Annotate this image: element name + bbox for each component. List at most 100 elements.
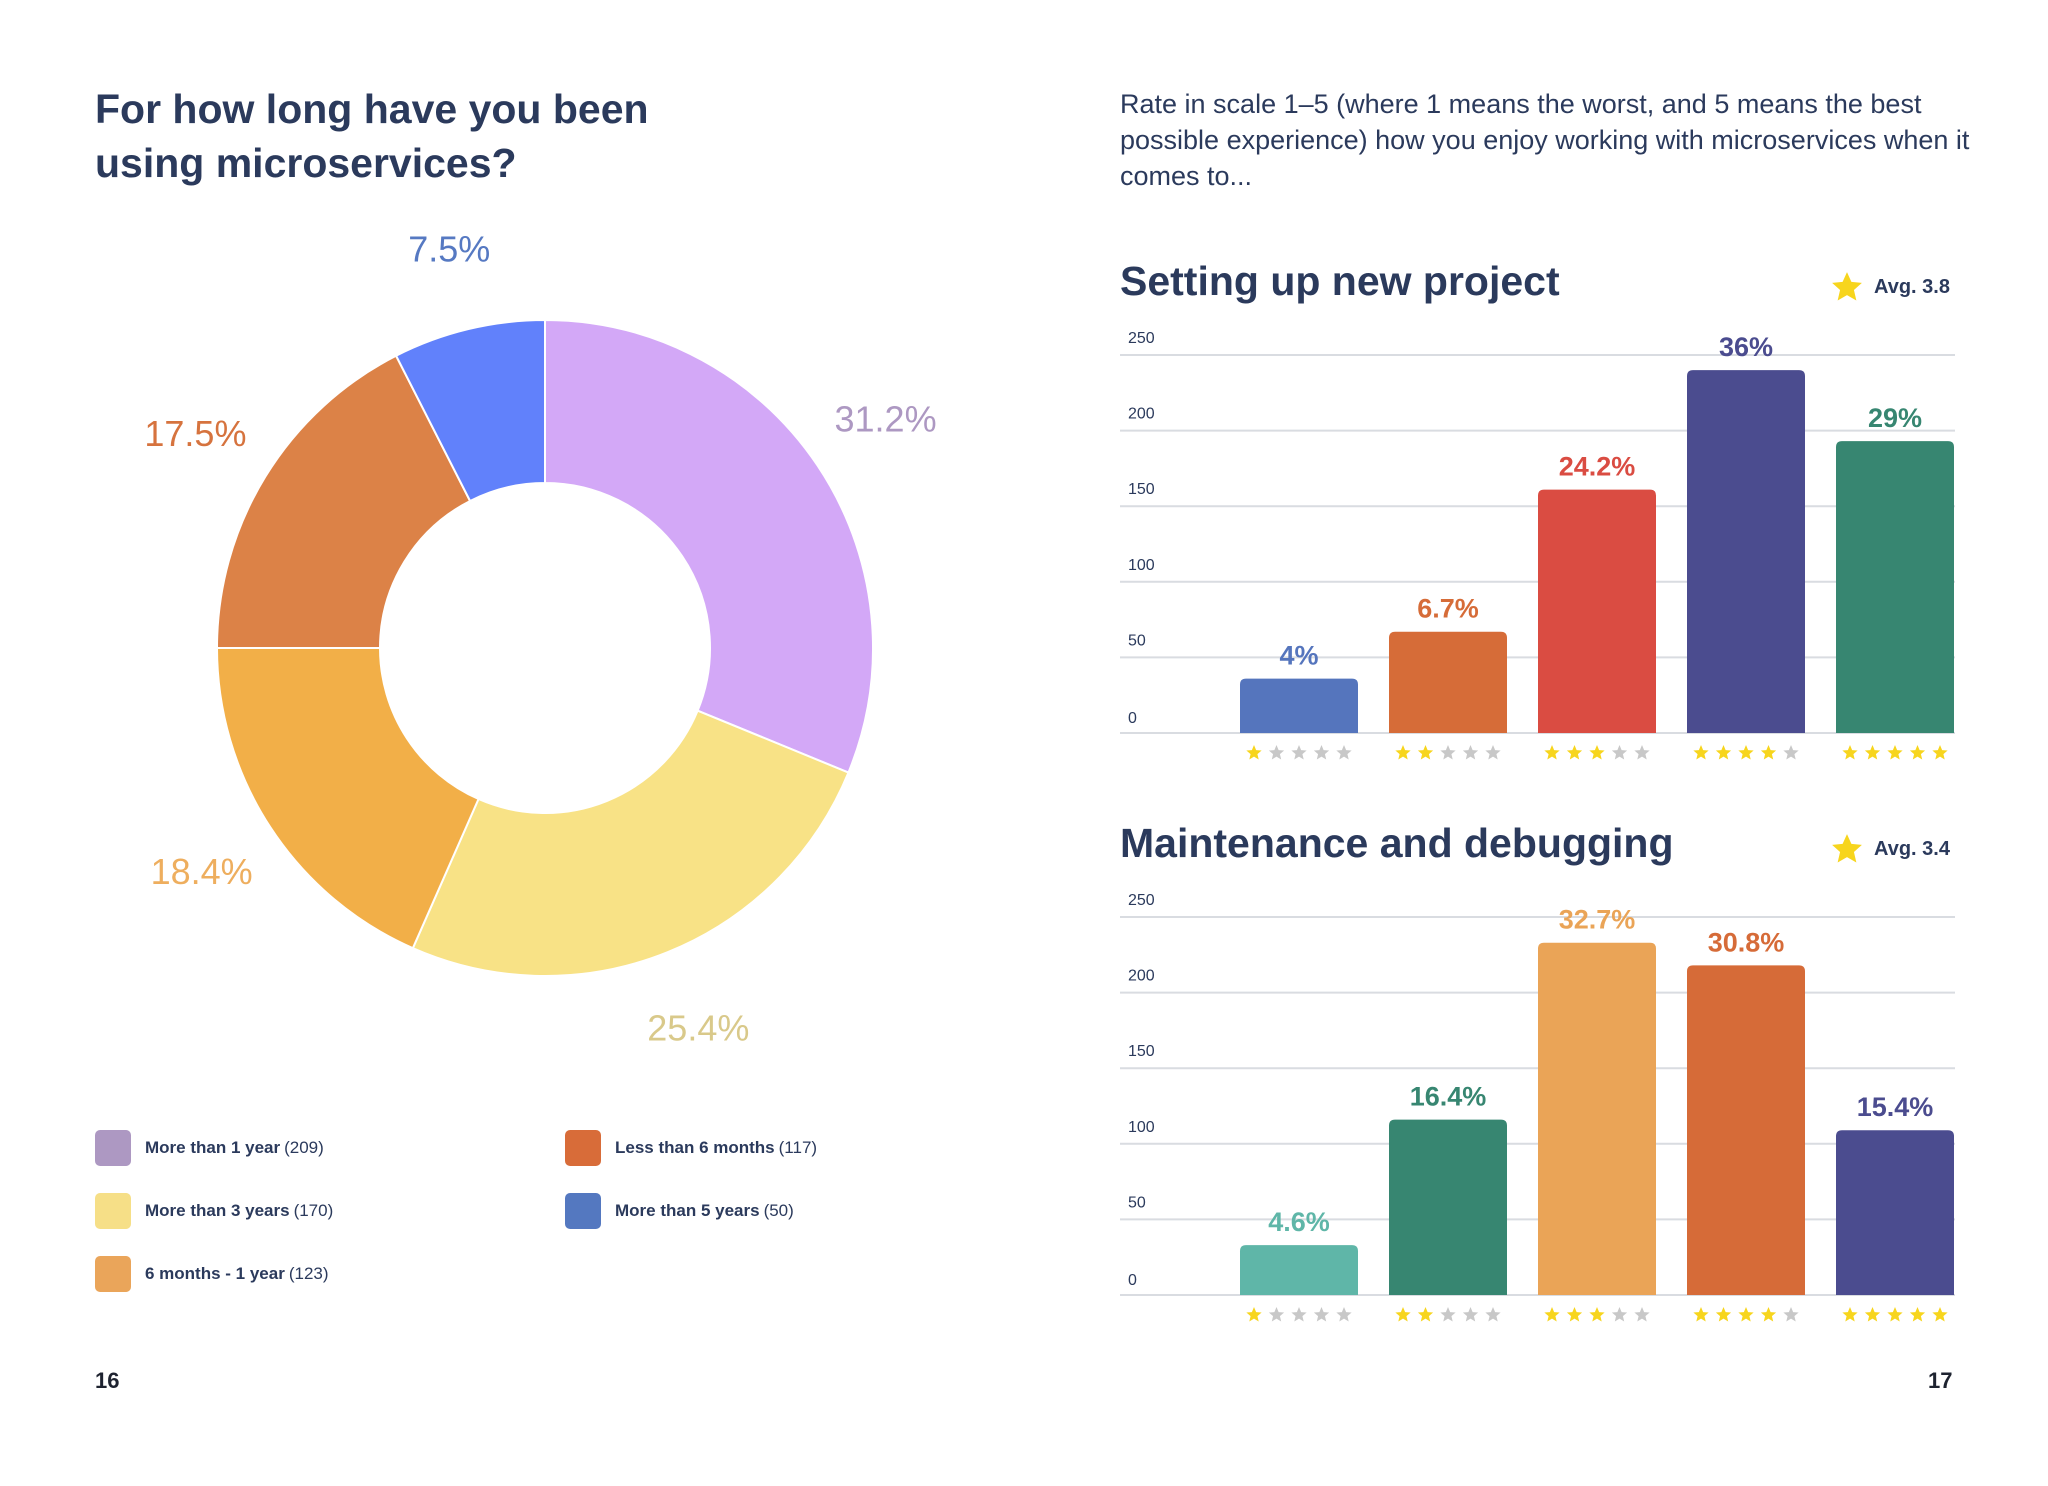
y-tick-label: 100 bbox=[1128, 557, 1155, 574]
donut-slice bbox=[411, 709, 850, 977]
bar bbox=[1538, 489, 1656, 733]
legend-item: More than 1 year (209) bbox=[95, 1130, 324, 1166]
legend-item: Less than 6 months (117) bbox=[565, 1130, 817, 1166]
avg-label: Avg. 3.4 bbox=[1874, 837, 1950, 860]
bar bbox=[1389, 1119, 1507, 1295]
star-icon bbox=[1268, 745, 1285, 760]
survey-question-text: Rate in scale 1–5 (where 1 means the wor… bbox=[1120, 89, 1970, 191]
star-icon bbox=[1440, 745, 1456, 760]
bar bbox=[1836, 1130, 1954, 1295]
rating-stars-x-label bbox=[1544, 1307, 1650, 1322]
star-icon bbox=[1268, 1307, 1285, 1322]
star-icon bbox=[1864, 745, 1881, 760]
y-tick-label: 100 bbox=[1128, 1119, 1155, 1136]
legend-count: (50) bbox=[763, 1201, 794, 1220]
donut-slice bbox=[544, 318, 874, 774]
legend-label: Less than 6 months bbox=[615, 1138, 775, 1157]
y-tick-label: 150 bbox=[1128, 481, 1155, 498]
bar bbox=[1538, 942, 1656, 1295]
star-icon bbox=[1909, 1307, 1926, 1322]
y-tick-label: 0 bbox=[1128, 710, 1137, 727]
star-icon bbox=[1291, 745, 1307, 760]
slice-value-label: 18.4% bbox=[151, 851, 253, 892]
star-icon bbox=[1887, 1307, 1903, 1322]
star-icon bbox=[1336, 745, 1352, 760]
star-icon bbox=[1738, 745, 1754, 760]
bar bbox=[1687, 965, 1805, 1295]
rating-stars-x-label bbox=[1395, 1307, 1501, 1322]
legend-swatch bbox=[95, 1193, 131, 1229]
bar bbox=[1687, 370, 1805, 733]
star-icon bbox=[1715, 745, 1732, 760]
star-icon bbox=[1715, 1307, 1732, 1322]
star-icon bbox=[1634, 1307, 1650, 1322]
star-icon bbox=[1783, 745, 1799, 760]
bar-value-label: 36% bbox=[1719, 332, 1773, 362]
star-icon bbox=[1485, 745, 1501, 760]
star-icon bbox=[1589, 745, 1605, 760]
star-icon bbox=[1864, 1307, 1881, 1322]
page-number-right: 17 bbox=[1928, 1368, 1953, 1393]
bar-value-label: 29% bbox=[1868, 403, 1922, 433]
bar-chart-maintenance: 0 50 100 150 200 250 4.6% 16.4% 32.7% 30.8% 15.4% bbox=[1120, 892, 1955, 1322]
star-icon bbox=[1887, 745, 1903, 760]
star-icon bbox=[1313, 1307, 1330, 1322]
star-icon bbox=[1566, 745, 1583, 760]
legend-count: (117) bbox=[778, 1138, 818, 1157]
y-tick-label: 150 bbox=[1128, 1043, 1155, 1060]
avg-rating-maintenance: Avg. 3.4 bbox=[1830, 832, 1950, 866]
bar-chart-setup: 0 50 100 150 200 250 4% 6.7% 24.2% 36% 29% bbox=[1120, 330, 1955, 760]
star-icon bbox=[1611, 745, 1628, 760]
rating-stars-x-label bbox=[1395, 745, 1501, 760]
star-icon bbox=[1738, 1307, 1754, 1322]
legend-count: (170) bbox=[293, 1201, 334, 1220]
star-icon bbox=[1246, 1307, 1262, 1322]
star-icon bbox=[1395, 1307, 1411, 1322]
rating-stars-x-label bbox=[1842, 1307, 1948, 1322]
donut-slice bbox=[394, 318, 546, 503]
bar-value-label: 15.4% bbox=[1857, 1092, 1934, 1122]
legend-label: 6 months - 1 year bbox=[145, 1264, 285, 1283]
star-icon bbox=[1462, 745, 1479, 760]
star-icon bbox=[1440, 1307, 1456, 1322]
bar-value-label: 16.4% bbox=[1410, 1082, 1487, 1112]
legend-label: More than 3 years bbox=[145, 1201, 290, 1220]
legend-item: 6 months - 1 year (123) bbox=[95, 1256, 329, 1292]
legend-label: More than 5 years bbox=[615, 1201, 760, 1220]
bar-value-label: 24.2% bbox=[1559, 452, 1636, 482]
y-tick-label: 50 bbox=[1128, 632, 1146, 649]
donut-legend: More than 1 year (209) More than 3 years (1… bbox=[95, 1130, 895, 1330]
star-icon bbox=[1932, 745, 1948, 760]
y-tick-label: 200 bbox=[1128, 968, 1155, 985]
star-icon bbox=[1832, 834, 1862, 863]
legend-count: (209) bbox=[284, 1138, 324, 1157]
star-icon bbox=[1693, 745, 1709, 760]
legend-swatch bbox=[95, 1130, 131, 1166]
star-icon bbox=[1336, 1307, 1352, 1322]
star-icon bbox=[1842, 745, 1858, 760]
legend-swatch bbox=[95, 1256, 131, 1292]
donut-chart: 31.2% 25.4% 18.4% 17.5% 7.5% bbox=[144, 230, 937, 1048]
legend-swatch bbox=[565, 1193, 601, 1229]
star-icon bbox=[1932, 1307, 1948, 1322]
bar bbox=[1836, 441, 1954, 733]
star-icon bbox=[1783, 1307, 1799, 1322]
bar-value-label: 4.6% bbox=[1268, 1207, 1330, 1237]
star-icon bbox=[1417, 745, 1434, 760]
slice-value-label: 7.5% bbox=[408, 230, 490, 269]
star-icon bbox=[1566, 1307, 1583, 1322]
rating-stars-x-label bbox=[1544, 745, 1650, 760]
legend-swatch bbox=[565, 1130, 601, 1166]
star-icon bbox=[1611, 1307, 1628, 1322]
bar bbox=[1389, 631, 1507, 733]
bar bbox=[1240, 678, 1358, 733]
avg-label: Avg. 3.8 bbox=[1874, 275, 1950, 298]
slice-value-label: 25.4% bbox=[647, 1007, 749, 1048]
star-icon bbox=[1760, 745, 1777, 760]
star-icon bbox=[1589, 1307, 1605, 1322]
legend-item: More than 5 years (50) bbox=[565, 1193, 794, 1229]
star-icon bbox=[1693, 1307, 1709, 1322]
rating-stars-x-label bbox=[1693, 745, 1799, 760]
star-icon bbox=[1909, 745, 1926, 760]
slice-value-label: 31.2% bbox=[835, 399, 937, 440]
